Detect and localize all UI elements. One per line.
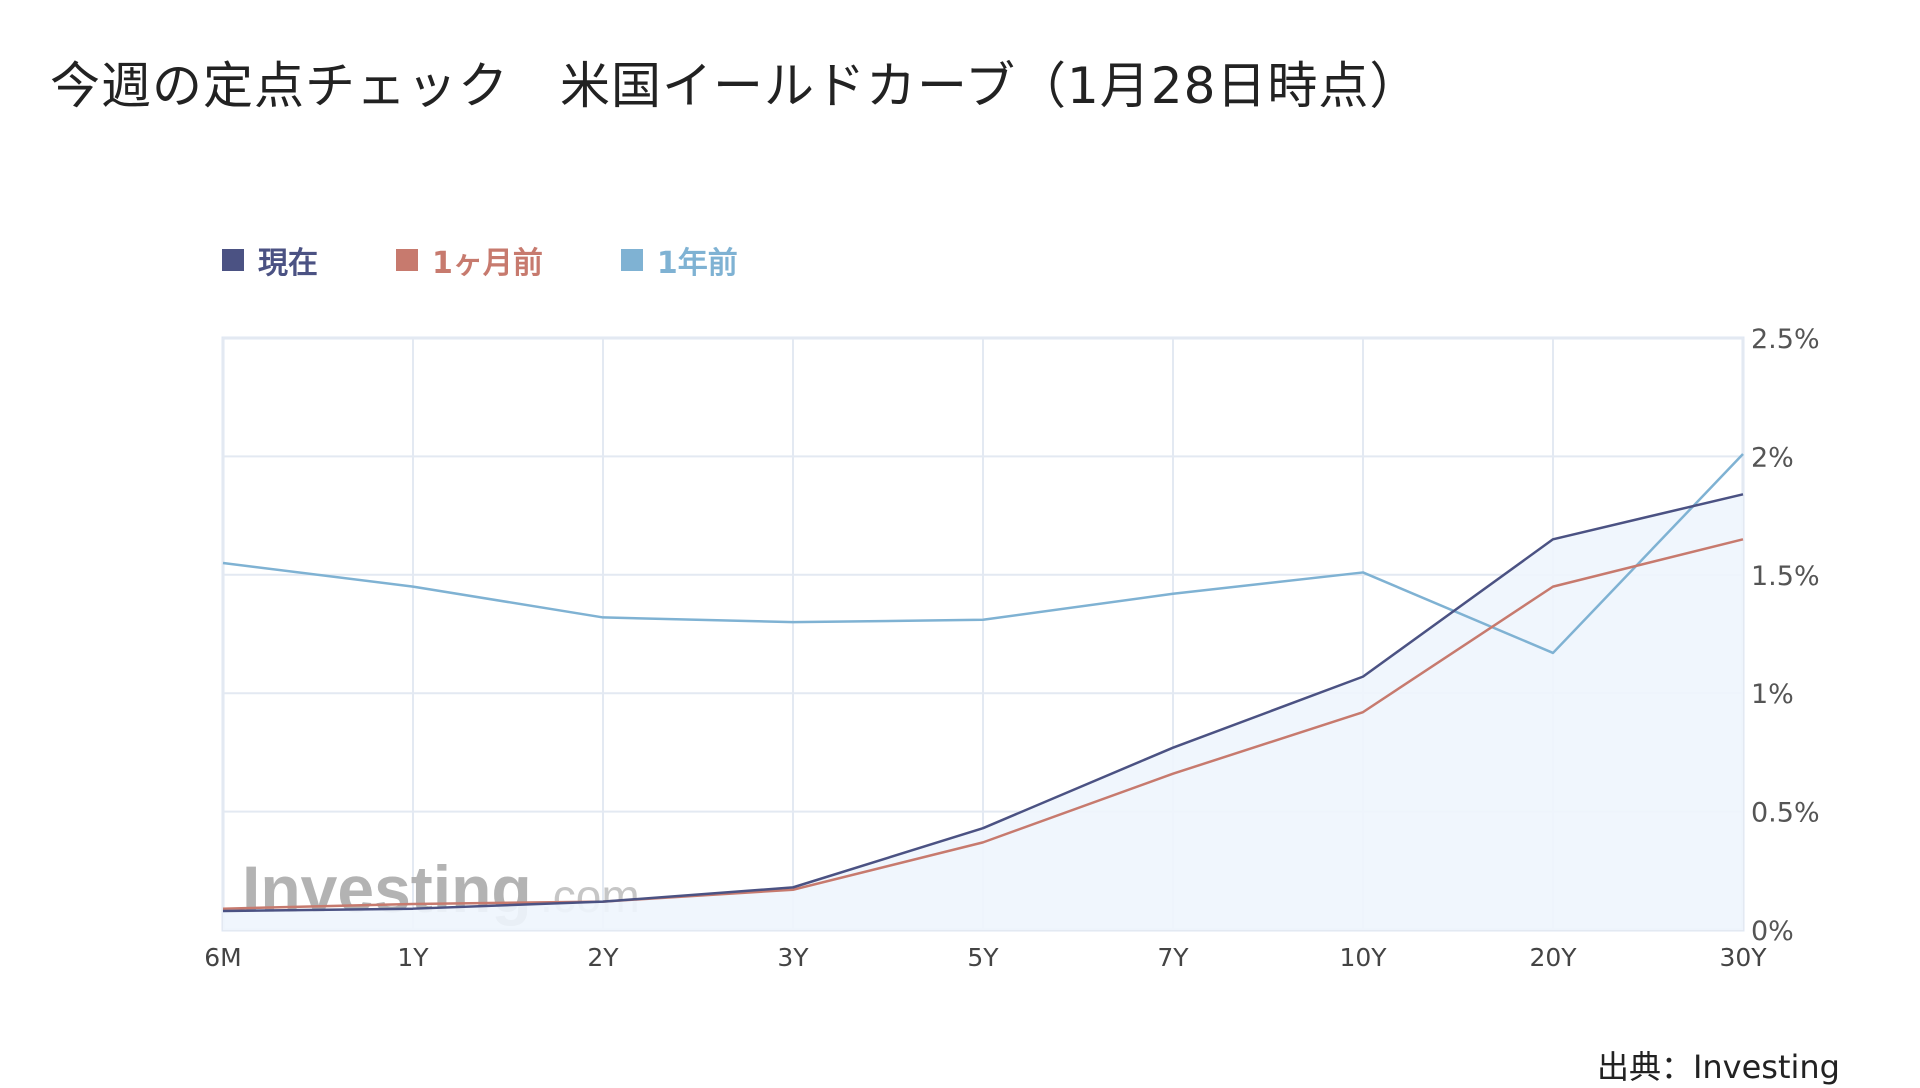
legend-swatch-one-month (396, 249, 418, 271)
page-title: 今週の定点チェック 米国イールドカーブ（1月28日時点） (50, 57, 1421, 115)
legend-item-one-month[interactable]: 1ヶ月前 (396, 238, 543, 282)
series-layer (222, 453, 1744, 913)
legend-swatch-one-year (620, 249, 643, 271)
series-line-one-year (222, 453, 1744, 655)
series-line-one-month (222, 538, 1744, 910)
y-tick-label: 0% (1751, 916, 1794, 947)
x-tick-label: 3Y (777, 943, 809, 972)
legend-item-current[interactable]: 現在 (222, 238, 318, 282)
y-tick-label: 0.5% (1751, 798, 1820, 829)
x-tick-label: 30Y (1719, 943, 1767, 972)
legend-label-current: 現在 (258, 246, 318, 281)
legend-label-one-year: 1年前 (656, 246, 738, 281)
chart-legend: 現在 1ヶ月前 1年前 (222, 238, 816, 282)
y-tick-label: 2% (1751, 442, 1794, 473)
x-axis-ticks: 6M 1Y 2Y 3Y 5Y 7Y 10Y 20Y 30Y (204, 943, 1767, 972)
x-tick-label: 1Y (397, 943, 429, 972)
y-tick-label: 2.5% (1751, 324, 1820, 355)
area-fill-current (223, 494, 1743, 930)
series-line-current (222, 493, 1744, 913)
source-credit: 出典：Investing (1596, 1048, 1840, 1086)
x-tick-label: 2Y (587, 943, 619, 972)
x-tick-label: 7Y (1157, 943, 1189, 972)
x-tick-label: 10Y (1339, 943, 1387, 972)
y-tick-label: 1% (1751, 679, 1794, 710)
area-fill-layer (223, 494, 1743, 930)
x-tick-label: 5Y (967, 943, 999, 972)
legend-item-one-year[interactable]: 1年前 (620, 238, 738, 282)
x-tick-label: 20Y (1529, 943, 1577, 972)
y-axis-ticks: 0% 0.5% 1% 1.5% 2% 2.5% (1751, 324, 1820, 947)
legend-label-one-month: 1ヶ月前 (432, 246, 543, 281)
legend-swatch-current (222, 249, 244, 271)
x-tick-label: 6M (204, 943, 241, 972)
y-tick-label: 1.5% (1751, 561, 1820, 592)
